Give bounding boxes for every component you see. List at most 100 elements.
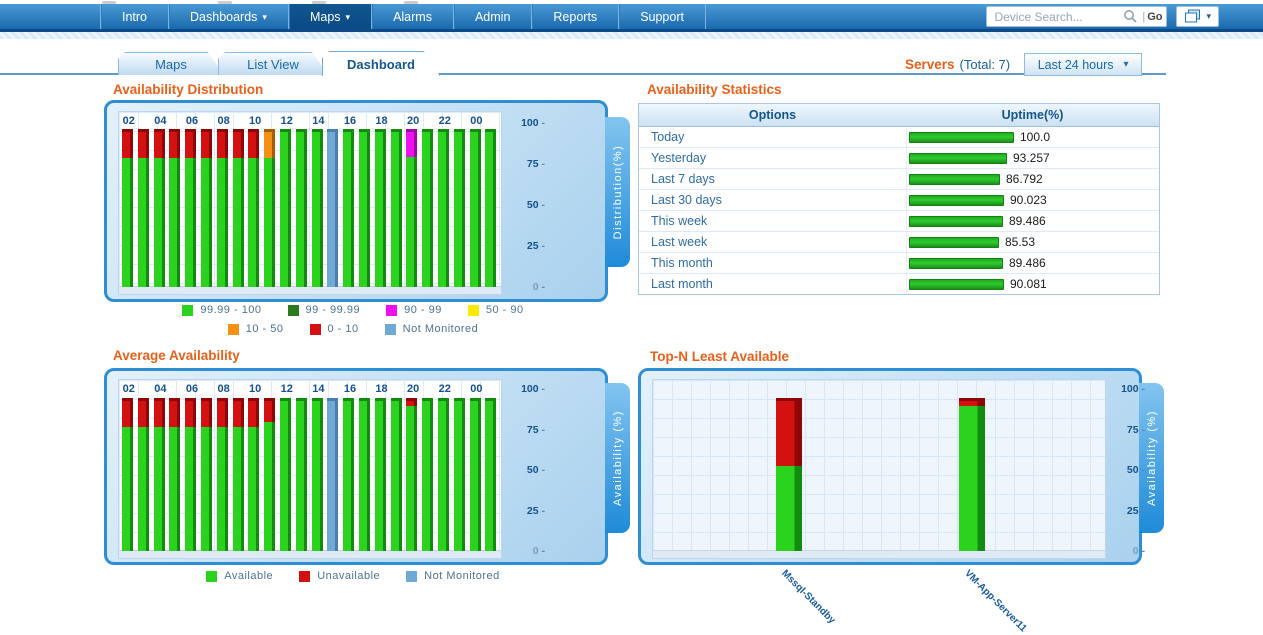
hour-label: 14 [312, 115, 325, 127]
hour-label: 10 [249, 115, 262, 127]
y-tick: 75 - [526, 423, 545, 436]
bar-top-face [390, 129, 402, 132]
bar-top-face [343, 398, 355, 401]
server-name-label[interactable]: VM-App-Server11 [962, 568, 1029, 635]
bar-segment [327, 132, 339, 287]
distribution-plot: 02 04 06 08 10 12 14 16 18 20 22 00 [118, 111, 502, 295]
tab-maps[interactable]: Maps [118, 52, 224, 75]
bar-segment [185, 132, 197, 159]
bar-segment [122, 401, 133, 427]
bar-top-face [437, 398, 449, 401]
bar-top-face [232, 129, 244, 133]
hour-label: 02 [122, 115, 135, 127]
average-title: Average Availability [113, 348, 240, 363]
tab-list-view[interactable]: List View [218, 52, 328, 75]
stat-option-label[interactable]: Last week [651, 235, 708, 249]
chart-bar [185, 398, 197, 551]
chart-bar [374, 129, 386, 287]
legend-label: 99.99 - 100 [200, 304, 262, 316]
chart-bar [776, 398, 802, 551]
stat-option-label[interactable]: Last month [651, 277, 713, 291]
stat-option-label[interactable]: This week [651, 214, 708, 228]
table-row: Last 7 days 86.792 [639, 169, 1159, 190]
views-menu-button[interactable]: ▾ [1176, 6, 1219, 27]
bar-segment [137, 132, 149, 159]
stats-body: Today 100.0 Yesterday 93.257 Last 7 days 86.7… [639, 127, 1159, 294]
logo-fragment [218, 1, 232, 4]
bar-segment [406, 401, 418, 406]
topn-category-labels: Mssql-Standby VM-App-Server11 [652, 562, 1104, 635]
stat-uptime-cell: 89.486 [906, 253, 1159, 273]
bar-top-face [485, 129, 497, 132]
chart-bar [216, 398, 228, 551]
bar-segment [169, 158, 181, 287]
main-navbar: Intro Dashboards ▾ Maps ▾ Alarms Admin Reports S… [0, 4, 1263, 29]
stat-uptime-cell: 89.486 [906, 211, 1159, 231]
chart-bar [469, 129, 481, 287]
bar-segment [232, 401, 244, 427]
bar-segment [122, 132, 133, 159]
nav-item-label: Admin [474, 9, 511, 24]
bar-segment [153, 401, 165, 427]
chart-bar [185, 129, 197, 287]
bar-segment [776, 401, 802, 466]
nav-item-reports[interactable]: Reports [532, 4, 620, 29]
y-tick: 50 - [526, 464, 545, 476]
hour-label: 08 [217, 115, 230, 127]
stat-option-label[interactable]: Last 30 days [651, 193, 722, 207]
average-axis-tab[interactable]: Availability (%) [605, 383, 630, 533]
bar-segment [959, 405, 985, 551]
chart-bar [453, 398, 465, 551]
stat-uptime-cell: 93.257 [906, 148, 1159, 168]
topn-plot [652, 379, 1106, 559]
chart-bar [406, 129, 418, 287]
table-row: Last week 85.53 [639, 232, 1159, 253]
tab-dashboard[interactable]: Dashboard [322, 51, 440, 76]
nav-item-maps[interactable]: Maps ▾ [288, 4, 373, 29]
device-search-box[interactable]: Device Search... | Go [986, 6, 1168, 27]
y-tick: 25 - [526, 240, 545, 252]
stat-uptime-cell: 90.023 [906, 190, 1159, 210]
bar-segment [122, 158, 133, 287]
bar-top-face [264, 129, 276, 133]
col-options: Options [748, 108, 797, 122]
bar-top-face [453, 398, 465, 401]
table-row: This month 89.486 [639, 253, 1159, 274]
nav-item-support[interactable]: Support [619, 4, 706, 29]
search-input[interactable]: Device Search... [994, 9, 1083, 24]
nav-item-admin[interactable]: Admin [454, 4, 533, 29]
topn-chart: Availability (%) 100 - 75 - 50 - 25 - 0 - Ms… [638, 368, 1164, 634]
distribution-axis-tab[interactable]: Distribution(%) [605, 117, 630, 267]
chart-bar [358, 398, 370, 551]
period-dropdown[interactable]: Last 24 hours ▾ [1024, 53, 1143, 76]
stat-option-label[interactable]: This month [651, 256, 713, 270]
stat-uptime-cell: 90.081 [906, 274, 1159, 294]
stat-option-label[interactable]: Today [651, 130, 685, 144]
bar-top-face [422, 398, 434, 401]
nav-item-dashboards[interactable]: Dashboards ▾ [169, 4, 289, 29]
bar-segment [295, 132, 307, 287]
distribution-bars [122, 129, 498, 287]
servers-total: (Total: 7) [959, 57, 1011, 72]
stat-option-label[interactable]: Last 7 days [651, 172, 715, 186]
bar-segment [469, 401, 481, 551]
server-name-label[interactable]: Mssql-Standby [779, 568, 838, 627]
nav-item-intro[interactable]: Intro [100, 4, 170, 29]
hour-label: 04 [154, 383, 167, 395]
topn-axis-tab[interactable]: Availability (%) [1139, 383, 1164, 533]
search-icon[interactable] [1122, 8, 1139, 25]
stat-option-label[interactable]: Yesterday [651, 151, 707, 165]
table-row: Last 30 days 90.023 [639, 190, 1159, 211]
bar-top-face [358, 398, 370, 401]
search-go-button[interactable]: Go [1147, 10, 1163, 23]
chart-bar [153, 398, 165, 551]
legend-swatch [287, 304, 299, 316]
hour-labels: 02 04 06 08 10 12 14 16 18 20 22 00 [122, 115, 501, 127]
chevron-down-icon: ▾ [345, 12, 351, 22]
chart-bar [137, 398, 149, 551]
chart-bar [169, 129, 181, 287]
hour-label: 00 [470, 115, 483, 127]
bar-top-face [216, 129, 228, 133]
nav-item-label: Intro [122, 9, 148, 24]
nav-item-alarms[interactable]: Alarms [372, 4, 454, 29]
